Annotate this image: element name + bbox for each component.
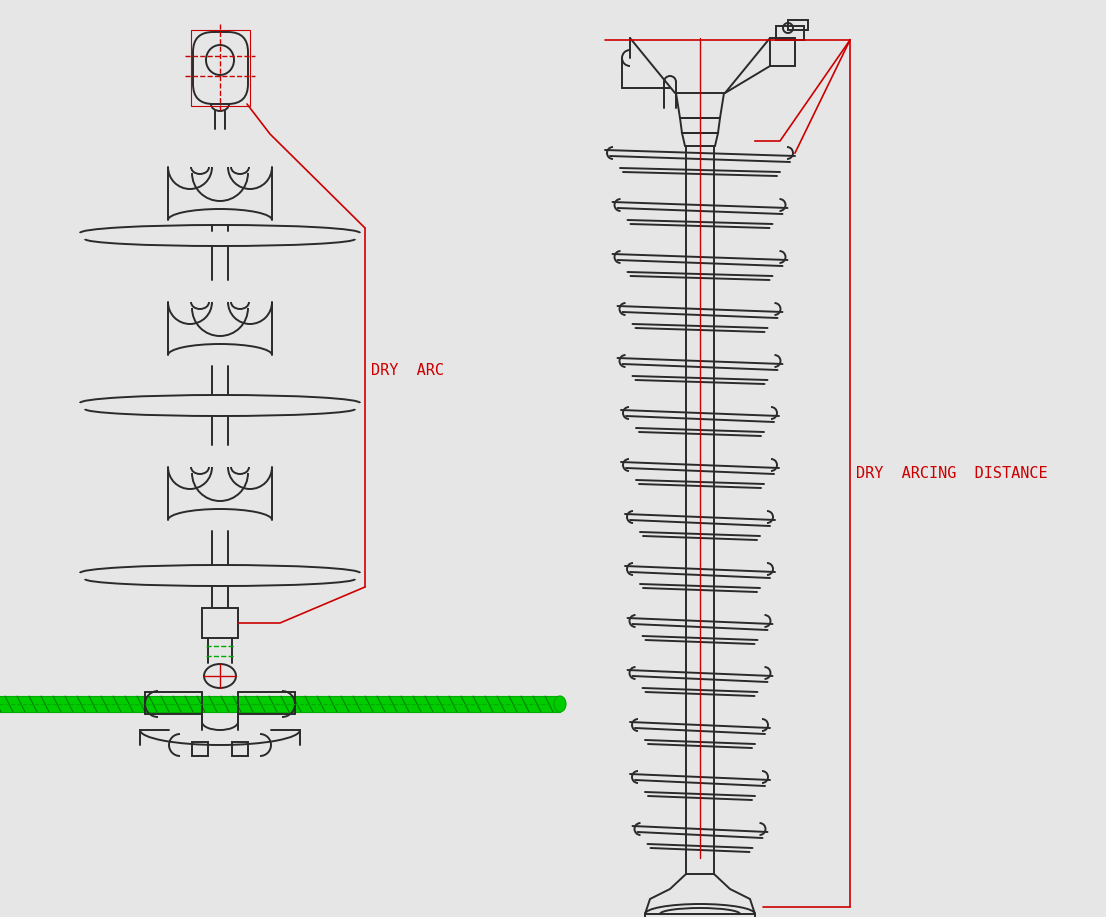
Bar bbox=[191, 30, 250, 106]
Bar bbox=[787, 20, 808, 30]
Bar bbox=[776, 26, 804, 40]
Polygon shape bbox=[0, 696, 560, 712]
Text: DRY  ARCING  DISTANCE: DRY ARCING DISTANCE bbox=[856, 466, 1047, 481]
Bar bbox=[192, 742, 208, 756]
Text: DRY  ARC: DRY ARC bbox=[371, 362, 444, 378]
Bar bbox=[232, 742, 248, 756]
Bar bbox=[202, 608, 238, 638]
Ellipse shape bbox=[554, 696, 566, 712]
